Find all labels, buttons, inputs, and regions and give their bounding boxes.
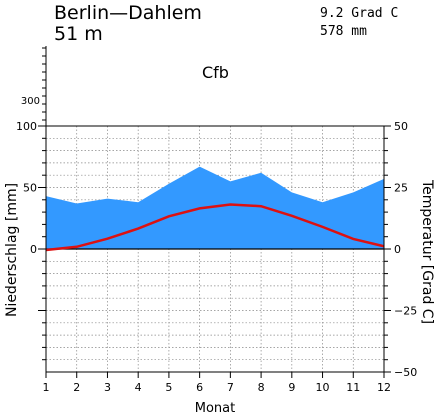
temp-tick-label: −50	[394, 366, 417, 379]
x-tick-label: 3	[104, 381, 111, 394]
climate-class-label: Cfb	[202, 63, 229, 82]
x-tick-labels: 1 2 3 4 5 6 7 8 9 10 11 12	[43, 381, 392, 394]
x-tick-label: 4	[135, 381, 142, 394]
y-axis-label-left: Niederschlag [mm]	[4, 183, 20, 317]
temp-tick-label: 25	[394, 182, 408, 195]
station-name: Berlin—Dahlem	[54, 2, 202, 24]
precip-tick-label: 0	[30, 243, 37, 256]
temp-tick-labels: −50 −25 0 25 50	[394, 120, 417, 379]
x-axis-label: Monat	[195, 401, 235, 416]
x-tick-label: 2	[73, 381, 80, 394]
x-tick-label: 12	[377, 381, 391, 394]
precip-tick-label: 50	[23, 182, 37, 195]
temperature-line	[45, 203, 385, 252]
elevation-label: 51 m	[54, 23, 103, 45]
x-tick-label: 5	[165, 381, 172, 394]
temp-tick-label: 0	[394, 243, 401, 256]
x-tick-label: 11	[346, 381, 360, 394]
precip-tick-label: 100	[16, 120, 37, 133]
temp-tick-label: −25	[394, 305, 417, 318]
x-tick-label: 1	[43, 381, 50, 394]
precip-tick-labels: 0 50 100 300	[16, 96, 40, 256]
mean-temperature-label: 9.2 Grad C	[320, 6, 398, 21]
x-tick-label: 7	[227, 381, 234, 394]
header: Berlin—Dahlem 51 m 9.2 Grad C 578 mm Cfb	[54, 2, 398, 82]
precip-upper-tick-label: 300	[21, 96, 40, 107]
temp-tick-label: 50	[394, 120, 408, 133]
x-tick-label: 6	[196, 381, 203, 394]
axes	[38, 46, 391, 378]
annual-precipitation-label: 578 mm	[320, 24, 367, 39]
x-tick-label: 10	[316, 381, 330, 394]
x-tick-label: 8	[258, 381, 265, 394]
x-tick-label: 9	[288, 381, 295, 394]
precipitation-area	[46, 166, 384, 249]
y-axis-label-right: Temperatur [Grad C]	[419, 179, 435, 324]
